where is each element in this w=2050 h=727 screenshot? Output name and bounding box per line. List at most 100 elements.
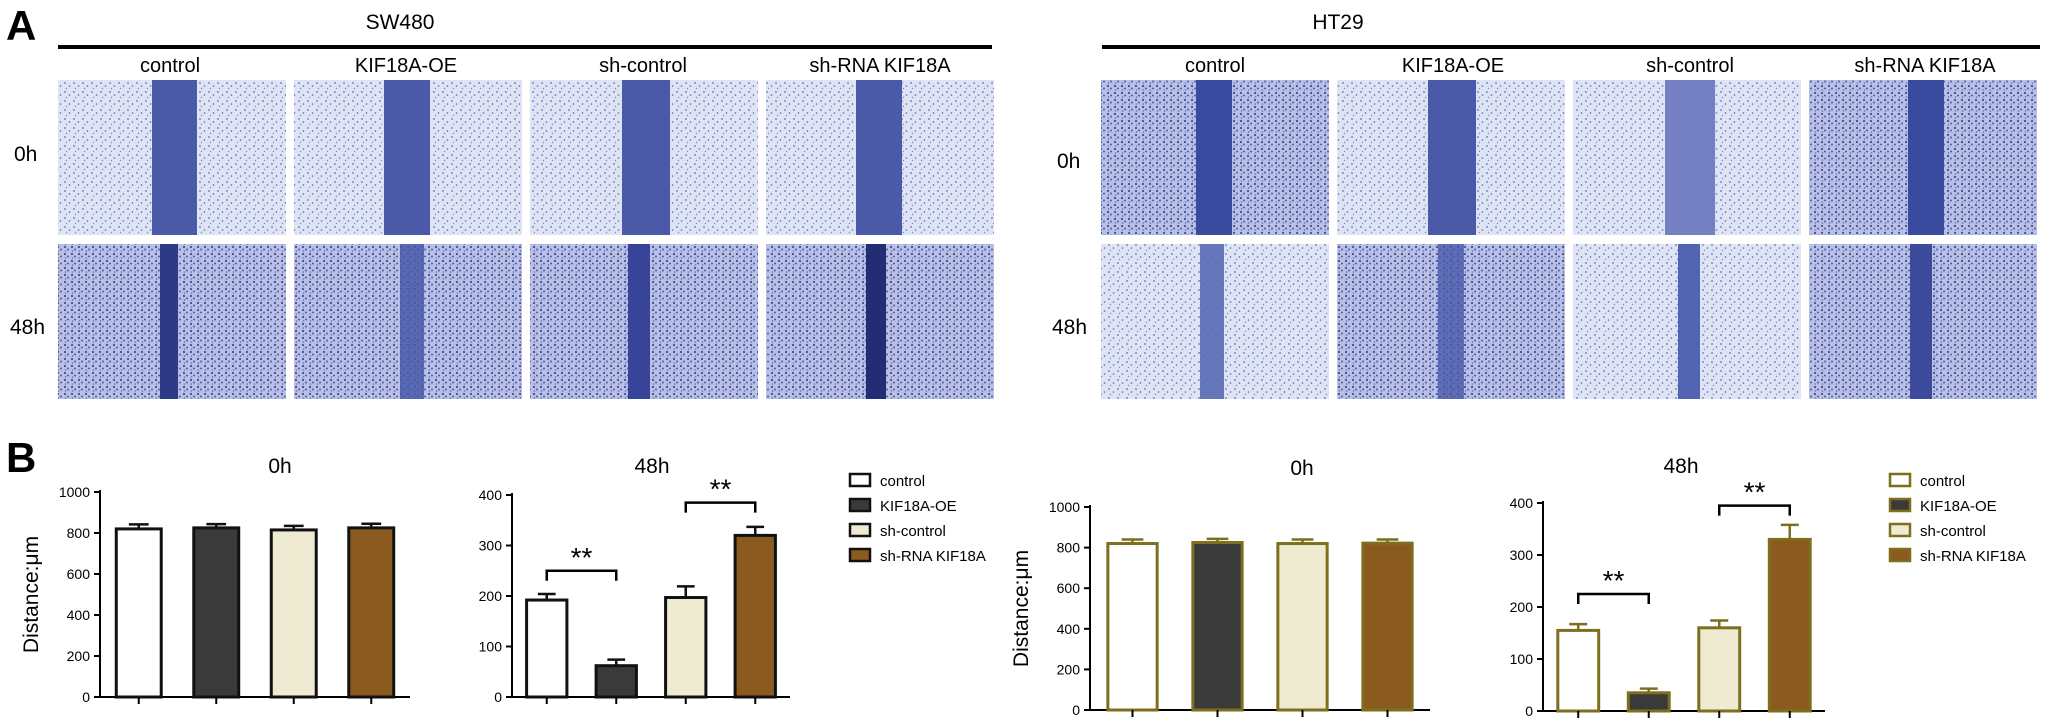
row-label: 0h: [14, 143, 37, 166]
row-label: 48h: [1052, 316, 1087, 339]
y-tick-label: 0: [494, 689, 502, 705]
bar-chart-sw480-0h: 0h Distance:μm 0 200 400 600 800 1000: [20, 455, 410, 705]
y-axis-label: Distance:μm: [20, 536, 43, 653]
bar-chart-ht29-48h: 48h 0 100 200 300 400 ** **: [1510, 455, 1825, 719]
micrograph-tile: [58, 244, 286, 399]
y-tick-label: 0: [1072, 702, 1080, 718]
bar-kif18a-oe: [1191, 541, 1244, 712]
y-tick-label: 1000: [59, 484, 90, 500]
bar-sh-rna-kif18a: [1767, 537, 1812, 713]
micrograph-tile: [1101, 80, 1329, 235]
y-tick-label: 400: [1057, 621, 1081, 637]
micrograph-tile: [530, 244, 758, 399]
row-label: 0h: [1057, 150, 1080, 173]
y-tick-label: 800: [1057, 540, 1081, 556]
bar-sh-control: [269, 528, 318, 699]
y-tick-label: 100: [1510, 651, 1534, 667]
chart-title: 48h: [1663, 455, 1698, 478]
image-group-ht29: HT29 control KIF18A-OE sh-control sh-RNA…: [1052, 11, 2040, 399]
micrograph-tile: [1573, 244, 1801, 399]
significance-label: **: [1603, 565, 1625, 596]
y-tick-label: 1000: [1049, 499, 1080, 515]
bar-chart-ht29-0h: 0h Distance:μm 0 200 400 600 800 1000: [1010, 457, 1430, 718]
legend-swatch: [848, 522, 872, 538]
y-tick-label: 100: [479, 639, 503, 655]
bar-sh-control: [1276, 542, 1329, 712]
bar-sh-rna-kif18a: [347, 526, 396, 699]
legend-swatch: [1888, 522, 1912, 538]
y-tick-label: 300: [479, 538, 503, 554]
panel-label-b: B: [6, 434, 36, 481]
legend-swatch: [848, 497, 872, 513]
chart-title: 0h: [268, 455, 291, 478]
y-tick-label: 0: [1525, 703, 1533, 719]
bar-control: [114, 527, 163, 699]
micrograph-tile: [1101, 244, 1329, 399]
column-label: control: [140, 55, 200, 77]
micrograph-tile: [1809, 244, 2037, 399]
bar-kif18a-oe: [192, 526, 241, 699]
bar-control: [1106, 542, 1159, 712]
legend-label: KIF18A-OE: [1920, 498, 1997, 515]
y-tick-label: 300: [1510, 547, 1534, 563]
bar-sh-rna-kif18a: [1361, 541, 1414, 712]
significance-label: **: [571, 542, 593, 573]
y-tick-label: 200: [479, 588, 503, 604]
micrograph-tile: [58, 80, 286, 235]
significance-bracket: [545, 569, 618, 581]
legend-swatch: [848, 547, 872, 563]
panel-label-a: A: [6, 2, 36, 49]
legend-swatch: [1888, 497, 1912, 513]
column-label: sh-RNA KIF18A: [1854, 55, 1996, 77]
legend-label: sh-RNA KIF18A: [880, 548, 986, 565]
legend-label: sh-control: [880, 523, 946, 540]
y-tick-label: 200: [1057, 661, 1081, 677]
legend-label: sh-control: [1920, 523, 1986, 540]
bar-chart-sw480-48h: 48h 0 100 200 300 400 ** **: [479, 455, 790, 705]
significance-label: **: [1744, 477, 1766, 508]
y-tick-label: 600: [67, 566, 91, 582]
legend-label: sh-RNA KIF18A: [1920, 548, 2026, 565]
legend-label: KIF18A-OE: [880, 498, 957, 515]
bar-sh-rna-kif18a: [733, 533, 777, 699]
bar-kif18a-oe: [594, 664, 638, 699]
micrograph-tile: [766, 80, 994, 235]
legend-label: control: [1920, 473, 1965, 490]
micrograph-tile: [1573, 80, 1801, 235]
legend-swatch: [848, 472, 872, 488]
column-label: KIF18A-OE: [355, 55, 457, 77]
group-title: SW480: [366, 11, 435, 34]
significance-bracket: [1718, 504, 1791, 516]
bar-sh-control: [664, 596, 708, 699]
significance-bracket: [684, 501, 757, 513]
micrograph-tile: [1337, 80, 1565, 235]
y-tick-label: 200: [1510, 599, 1534, 615]
y-tick-label: 800: [67, 525, 91, 541]
bar-kif18a-oe: [1626, 691, 1671, 713]
column-label: sh-RNA KIF18A: [809, 55, 951, 77]
group-title: HT29: [1312, 11, 1363, 34]
column-label: control: [1185, 55, 1245, 77]
legend-label: control: [880, 473, 925, 490]
y-tick-label: 0: [82, 689, 90, 705]
column-label: KIF18A-OE: [1402, 55, 1504, 77]
legend-swatch: [1888, 547, 1912, 563]
bar-sh-control: [1697, 626, 1742, 713]
column-label: sh-control: [1646, 55, 1734, 77]
y-axis-label: Distance:μm: [1010, 550, 1033, 667]
y-tick-label: 200: [67, 648, 91, 664]
micrograph-tile: [294, 244, 522, 399]
row-label: 48h: [10, 316, 45, 339]
significance-label: **: [710, 474, 732, 505]
y-tick-label: 600: [1057, 580, 1081, 596]
micrograph-tile: [530, 80, 758, 235]
legend-ht29: control KIF18A-OE sh-control sh-RNA KIF18A: [1888, 472, 2026, 565]
legend-sw480: control KIF18A-OE sh-control sh-RNA KIF18A: [848, 472, 986, 565]
bar-control: [1556, 628, 1601, 713]
column-label: sh-control: [599, 55, 687, 77]
image-group-sw480: SW480 control KIF18A-OE sh-control sh-RN…: [10, 11, 994, 399]
y-tick-label: 400: [479, 487, 503, 503]
chart-title: 48h: [634, 455, 669, 478]
significance-bracket: [1577, 592, 1650, 604]
